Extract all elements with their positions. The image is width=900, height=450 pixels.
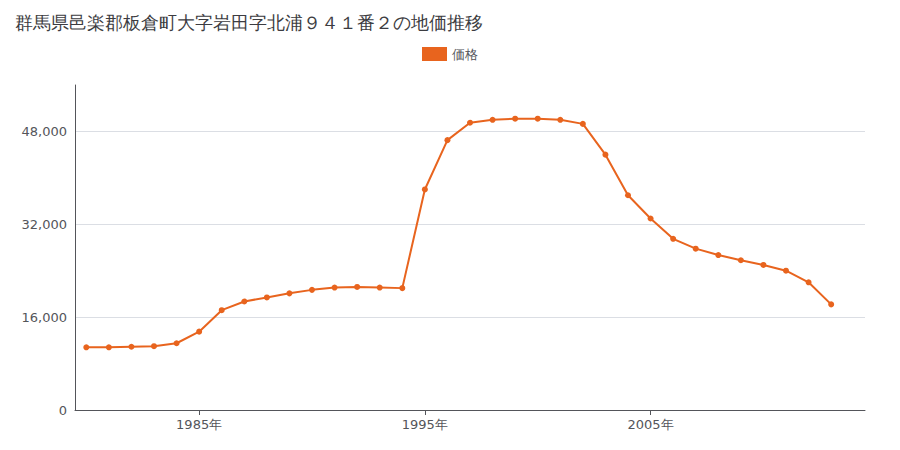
svg-text:1995年: 1995年	[402, 417, 448, 432]
svg-text:48,000: 48,000	[22, 124, 68, 139]
svg-text:群馬県邑楽郡板倉町大字岩田字北浦９４１番２の地価推移: 群馬県邑楽郡板倉町大字岩田字北浦９４１番２の地価推移	[15, 12, 483, 33]
svg-text:32,000: 32,000	[22, 217, 68, 232]
svg-text:1985年: 1985年	[176, 417, 222, 432]
svg-text:0: 0	[59, 403, 67, 418]
svg-text:16,000: 16,000	[22, 310, 68, 325]
svg-text:価格: 価格	[452, 47, 478, 62]
svg-text:2005年: 2005年	[628, 417, 674, 432]
